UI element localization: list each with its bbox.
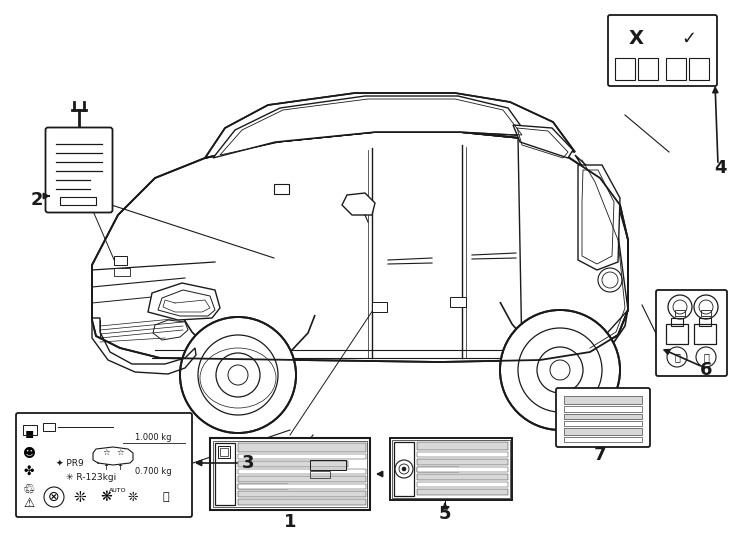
Circle shape — [500, 310, 620, 430]
Bar — [238, 476, 366, 482]
Polygon shape — [578, 165, 620, 270]
Bar — [666, 324, 688, 344]
Bar — [417, 467, 508, 472]
Bar — [215, 443, 235, 505]
Bar — [392, 440, 510, 498]
Bar — [615, 58, 635, 80]
Circle shape — [550, 360, 570, 380]
Bar — [114, 256, 127, 265]
FancyBboxPatch shape — [46, 127, 112, 213]
Text: 📋: 📋 — [163, 492, 170, 502]
Bar — [238, 484, 366, 489]
Bar — [417, 467, 459, 472]
Bar — [564, 396, 642, 404]
Bar — [238, 454, 366, 459]
Bar — [372, 302, 387, 312]
Text: 5: 5 — [439, 505, 451, 523]
Text: ☆: ☆ — [102, 449, 110, 457]
Bar — [564, 421, 642, 426]
Bar — [394, 442, 414, 496]
Bar — [666, 58, 686, 80]
Bar — [450, 297, 466, 307]
Text: ✤: ✤ — [23, 464, 34, 477]
Bar — [564, 414, 642, 419]
Bar — [210, 438, 370, 510]
Circle shape — [180, 317, 296, 433]
Text: 3: 3 — [241, 454, 254, 472]
Bar — [675, 310, 685, 316]
Bar — [417, 452, 508, 457]
Text: 7: 7 — [594, 446, 606, 464]
Bar — [417, 474, 508, 480]
Bar — [213, 441, 367, 507]
Bar — [638, 58, 658, 80]
Text: 🔑: 🔑 — [674, 352, 680, 362]
Bar — [238, 484, 288, 489]
Bar — [310, 460, 346, 470]
Text: ⚠: ⚠ — [23, 496, 34, 510]
Polygon shape — [205, 93, 575, 158]
Bar — [60, 197, 96, 205]
Bar — [238, 499, 366, 505]
Bar — [699, 318, 711, 326]
Bar — [671, 318, 683, 326]
Text: AUTO: AUTO — [109, 489, 127, 494]
Text: ↑: ↑ — [103, 462, 109, 471]
Text: 0.700 kg: 0.700 kg — [134, 468, 171, 476]
Bar — [238, 443, 366, 452]
Bar — [23, 425, 37, 435]
Text: ✳ R-123kgi: ✳ R-123kgi — [66, 472, 116, 482]
Text: ⊗: ⊗ — [48, 490, 59, 504]
Polygon shape — [513, 125, 573, 158]
Bar — [564, 437, 642, 442]
Text: 1.000 kg: 1.000 kg — [135, 433, 171, 442]
FancyBboxPatch shape — [556, 388, 650, 447]
Text: 6: 6 — [700, 361, 712, 379]
Bar — [564, 406, 642, 412]
Text: ❊: ❊ — [128, 490, 138, 503]
Bar — [390, 438, 512, 500]
Text: 🔑: 🔑 — [703, 352, 709, 362]
Text: 1: 1 — [284, 513, 297, 531]
Text: ✦ PR9: ✦ PR9 — [56, 458, 84, 468]
Bar — [417, 482, 508, 487]
Text: X: X — [628, 30, 644, 49]
Bar — [238, 469, 366, 474]
Bar — [274, 184, 289, 194]
Bar — [238, 461, 348, 467]
Bar — [218, 446, 230, 458]
Circle shape — [228, 365, 248, 385]
Bar — [310, 471, 330, 478]
Bar — [694, 324, 716, 344]
Bar — [689, 58, 709, 80]
Bar — [417, 442, 508, 450]
Bar — [701, 310, 711, 316]
Bar — [238, 491, 366, 497]
Text: ☻: ☻ — [23, 447, 35, 460]
Bar — [564, 428, 642, 435]
Bar — [220, 448, 228, 456]
Bar — [417, 459, 508, 465]
Text: ✓: ✓ — [681, 30, 697, 48]
Text: 2: 2 — [31, 191, 43, 209]
Text: 4: 4 — [713, 159, 726, 177]
Bar — [114, 268, 130, 276]
Polygon shape — [213, 96, 528, 158]
Text: ❊: ❊ — [73, 489, 87, 504]
Text: ↑: ↑ — [117, 462, 123, 471]
FancyBboxPatch shape — [16, 413, 192, 517]
Bar — [43, 423, 55, 431]
Polygon shape — [92, 132, 628, 362]
Polygon shape — [342, 193, 375, 215]
FancyBboxPatch shape — [608, 15, 717, 86]
Text: ▪: ▪ — [24, 426, 34, 440]
Circle shape — [402, 467, 406, 471]
Text: ♲: ♲ — [23, 482, 35, 496]
Bar — [417, 489, 508, 495]
Text: ❋: ❋ — [100, 490, 112, 504]
Polygon shape — [148, 283, 220, 320]
FancyBboxPatch shape — [656, 290, 727, 376]
Text: ☆: ☆ — [116, 449, 124, 457]
